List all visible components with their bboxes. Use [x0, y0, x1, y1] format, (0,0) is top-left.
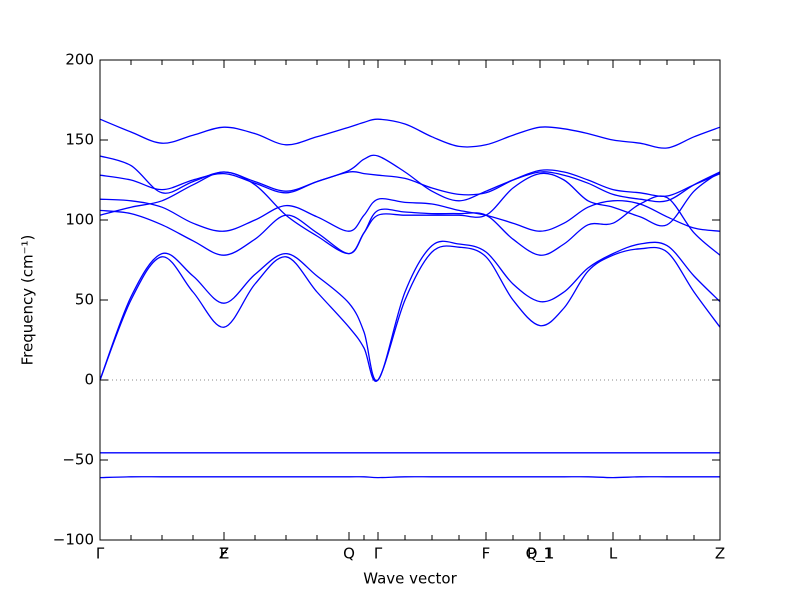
- band-line: [99, 240, 721, 382]
- band-line: [99, 118, 721, 149]
- band-line: [99, 195, 721, 256]
- band-line: [99, 198, 721, 232]
- y-tick-label: 200: [65, 51, 94, 69]
- x-tick-label: F: [482, 545, 491, 563]
- y-axis-label: Frequency (cm⁻¹): [19, 235, 37, 366]
- band-line: [99, 245, 721, 382]
- x-tick-label: Γ: [96, 545, 105, 563]
- y-tick-label: 0: [84, 371, 94, 389]
- y-tick-label: 50: [75, 291, 94, 309]
- x-tick-label: Z: [219, 545, 229, 563]
- y-tick-label: 150: [65, 131, 94, 149]
- x-axis-label: Wave vector: [363, 570, 457, 588]
- band-line: [99, 476, 720, 479]
- x-tick-label: F: [220, 545, 229, 563]
- x-tick-label: Γ: [374, 545, 383, 563]
- x-tick-label: P_1: [527, 545, 553, 564]
- y-tick-label: 100: [65, 211, 94, 229]
- x-tick-label: Q_1: [526, 545, 555, 564]
- x-tick-label: L: [609, 545, 618, 563]
- band-line: [99, 169, 721, 197]
- x-tick-label: Z: [715, 545, 725, 563]
- band-line: [99, 171, 721, 255]
- plot-frame: [99, 59, 721, 541]
- y-tick-label: −50: [62, 451, 94, 469]
- x-tick-label: Q: [343, 545, 355, 563]
- y-tick-label: −100: [53, 531, 94, 549]
